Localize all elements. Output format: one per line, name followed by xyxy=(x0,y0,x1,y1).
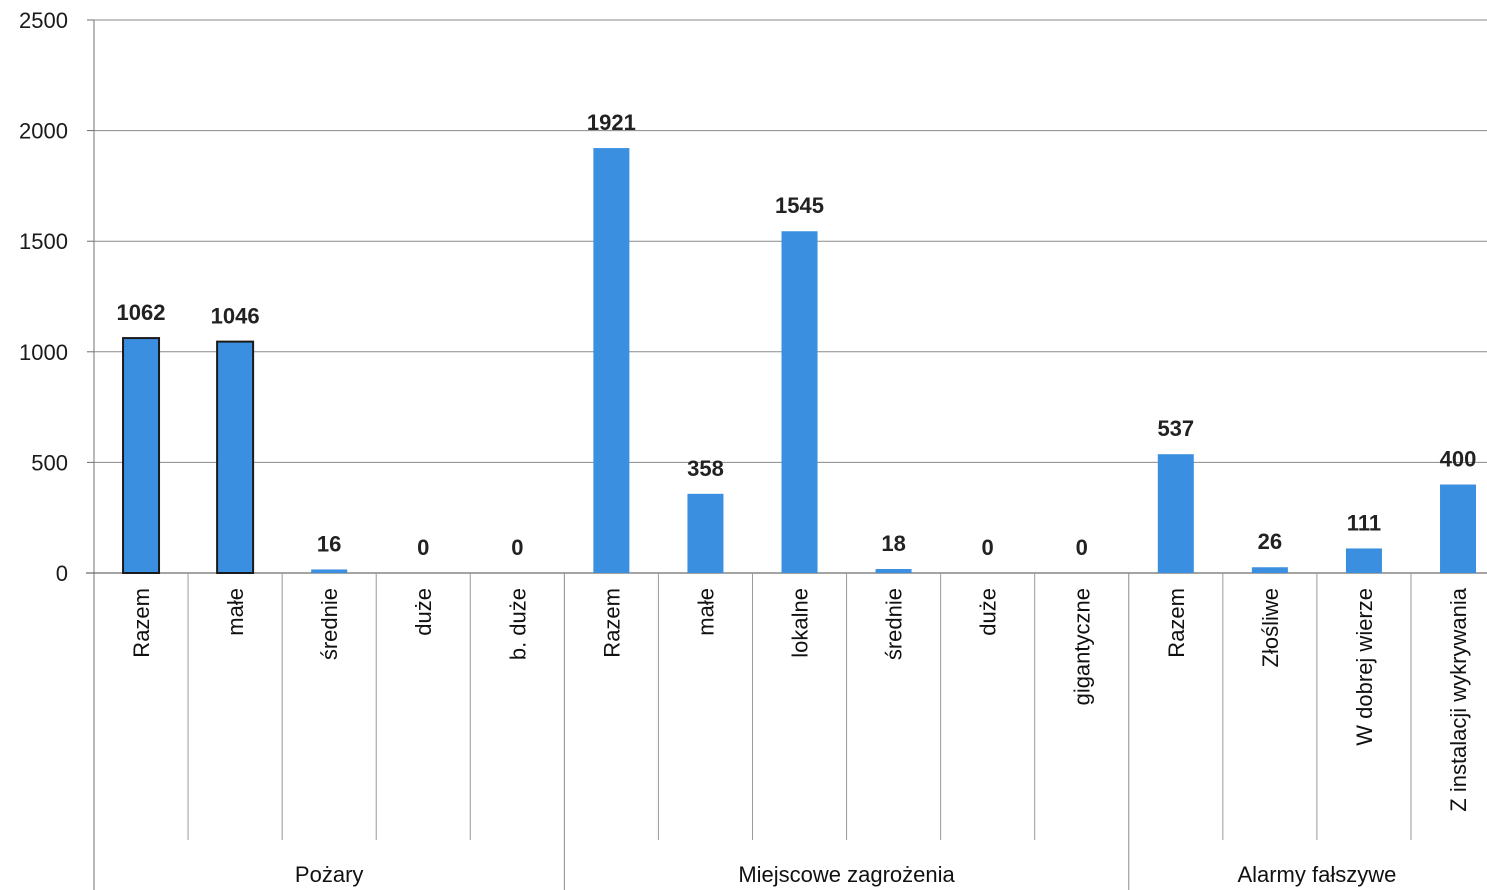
category-label: duże xyxy=(411,588,436,636)
bar-0-1 xyxy=(216,340,255,574)
category-label: duże xyxy=(976,588,1001,636)
bar-2-3 xyxy=(1440,484,1477,573)
bar-1-3 xyxy=(875,569,912,573)
category-label: Razem xyxy=(129,588,154,658)
category-label: lokalne xyxy=(788,588,813,658)
data-label: 358 xyxy=(687,456,724,481)
data-label: 400 xyxy=(1440,447,1477,472)
category-label: małe xyxy=(223,588,248,636)
y-tick-label: 0 xyxy=(56,561,68,586)
category-label: średnie xyxy=(882,588,907,660)
category-label: gigantyczne xyxy=(1070,588,1095,705)
category-label: b. duże xyxy=(505,588,530,660)
data-label: 0 xyxy=(417,535,429,560)
category-label: Razem xyxy=(1164,588,1189,658)
data-label: 1545 xyxy=(775,193,824,218)
bar-2-0 xyxy=(1157,454,1194,573)
group-label: Alarmy fałszywe xyxy=(1237,862,1396,887)
y-tick-label: 500 xyxy=(31,450,68,475)
category-label: małe xyxy=(693,588,718,636)
data-label: 18 xyxy=(881,531,905,556)
category-label: Złośliwe xyxy=(1258,588,1283,667)
category-label: W dobrej wierze xyxy=(1352,588,1377,746)
bar-1-1 xyxy=(687,493,724,573)
data-label: 1046 xyxy=(211,304,260,329)
bar-0-2 xyxy=(311,569,348,573)
y-tick-label: 2000 xyxy=(19,119,68,144)
bar-0-0 xyxy=(122,337,161,574)
group-label: Pożary xyxy=(295,862,363,887)
data-label: 1062 xyxy=(117,300,166,325)
data-label: 16 xyxy=(317,531,341,556)
data-label: 111 xyxy=(1347,510,1381,535)
data-label: 1921 xyxy=(587,110,636,135)
data-label: 26 xyxy=(1258,529,1282,554)
category-label: średnie xyxy=(317,588,342,660)
bar-1-2 xyxy=(781,231,818,573)
data-label: 537 xyxy=(1157,416,1194,441)
category-label: Razem xyxy=(599,588,624,658)
y-tick-label: 1500 xyxy=(19,229,68,254)
bar-2-2 xyxy=(1345,548,1382,573)
y-tick-label: 1000 xyxy=(19,340,68,365)
data-label: 0 xyxy=(1076,535,1088,560)
category-label: Z instalacji wykrywania xyxy=(1446,587,1471,811)
bar-1-0 xyxy=(593,148,630,573)
bar-2-1 xyxy=(1251,567,1288,573)
y-tick-label: 2500 xyxy=(19,8,68,33)
data-label: 0 xyxy=(511,535,523,560)
group-label: Miejscowe zagrożenia xyxy=(738,862,955,887)
data-label: 0 xyxy=(982,535,994,560)
